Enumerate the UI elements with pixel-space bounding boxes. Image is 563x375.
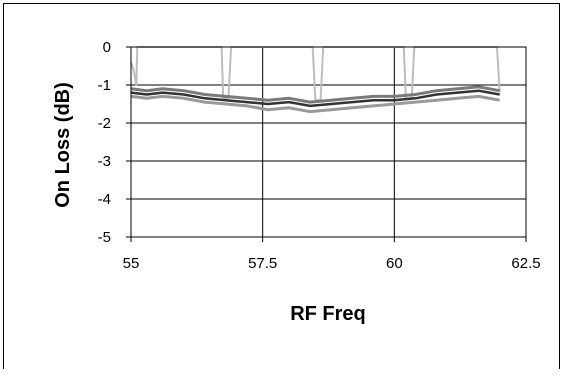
y-tick-label: -5 — [98, 229, 111, 246]
x-tick-label: 60 — [386, 255, 403, 272]
y-tick-label: -2 — [98, 115, 111, 132]
x-tick-labels: 55 57.5 60 62.5 — [123, 255, 541, 272]
y-tick-label: -1 — [98, 77, 111, 94]
data-series-group — [130, 46, 501, 114]
series-line-2 — [130, 94, 500, 114]
x-tick-label: 57.5 — [248, 255, 277, 272]
y-tick-label: -4 — [98, 191, 111, 208]
y-tick-labels: 0 -1 -2 -3 -4 -5 — [98, 39, 111, 246]
series-line-3 — [130, 85, 500, 104]
series-line-4 — [130, 89, 500, 108]
chart-area-border — [3, 3, 560, 369]
y-tick-label: 0 — [103, 39, 111, 56]
x-tick-label: 55 — [123, 255, 140, 272]
plot-border — [130, 46, 527, 238]
plot-area — [131, 47, 526, 237]
x-axis-title: RF Freq — [290, 303, 366, 325]
x-tick-label: 62.5 — [511, 255, 540, 272]
y-tick-label: -3 — [98, 153, 111, 170]
y-axis-title: On Loss (dB) — [52, 82, 74, 208]
series-line-1 — [130, 46, 501, 102]
